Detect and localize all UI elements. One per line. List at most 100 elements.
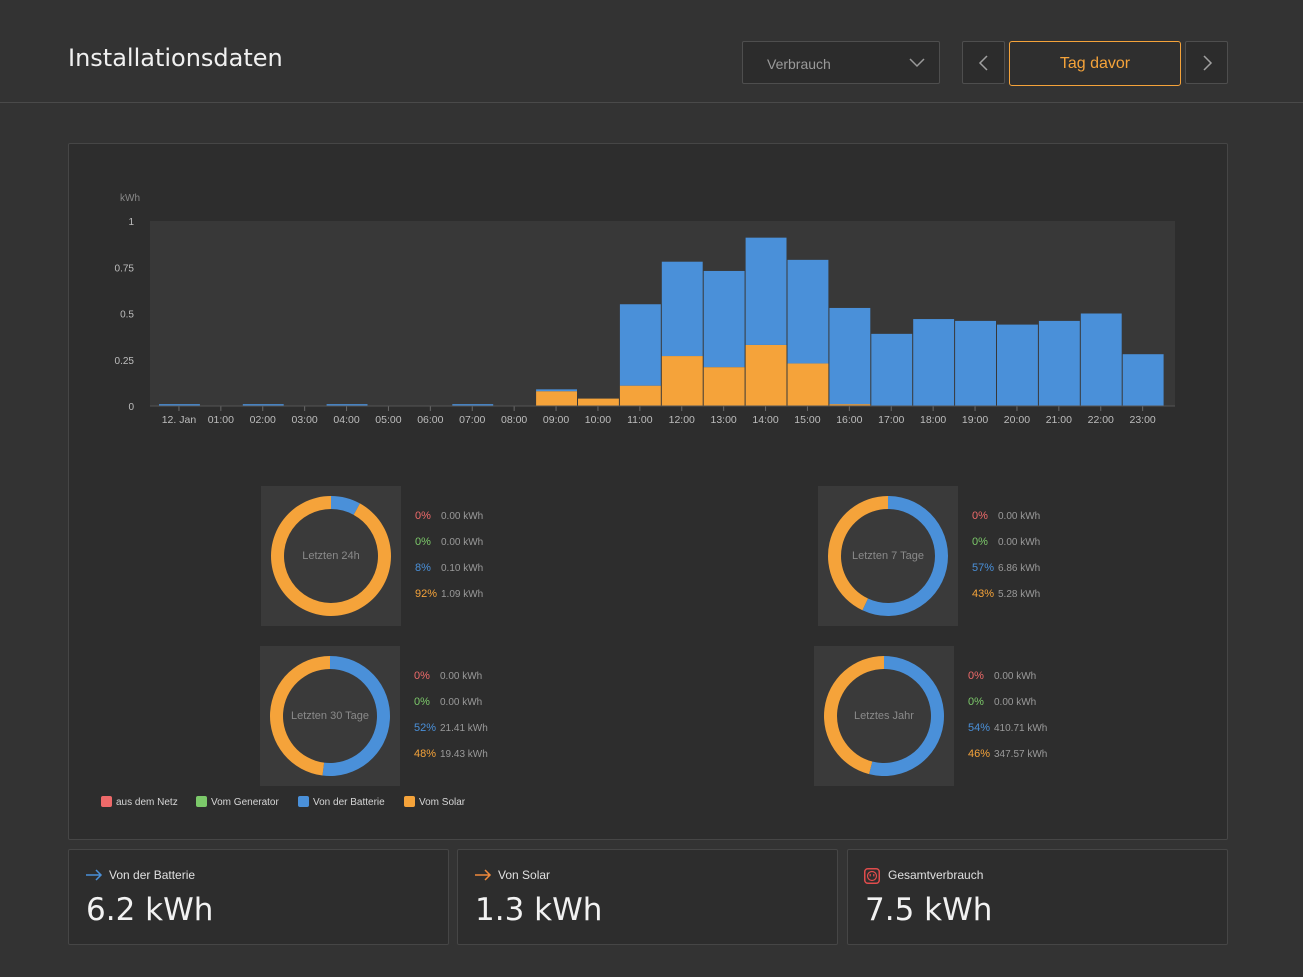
legend-item-battery[interactable]: Von der Batterie [298,796,385,808]
donut-segment-solar [828,496,888,611]
x-tick-label: 12:00 [669,414,695,426]
x-tick-label: 22:00 [1088,414,1114,426]
donut-box-7d: Letzten 7 Tage [818,486,958,626]
stat-row: 52% 21.41 kWh [414,722,488,736]
donut-label: Letzten 7 Tage [852,550,924,562]
stat-percent: 8% [415,562,431,574]
stat-row: 48% 19.43 kWh [414,748,488,762]
dropdown-selected-value: Verbrauch [767,56,831,72]
stat-percent: 57% [972,562,995,574]
donut-label: Letztes Jahr [854,710,914,722]
x-tick-label: 16:00 [836,414,862,426]
day-before-button[interactable]: Tag davor [1009,41,1181,86]
bar-segment [703,367,745,406]
card-from-battery: Von der Batterie 6.2 kWh [68,849,449,945]
stat-percent: 0% [968,696,984,708]
bar-segment [1080,313,1122,406]
donut-box-24h: Letzten 24h [261,486,401,626]
y-tick-label: 0.5 [120,310,134,321]
bar-segment [159,404,200,406]
stat-percent: 0% [972,510,988,522]
bar-segment [536,389,577,392]
legend-label: Vom Solar [419,797,466,808]
power-outlet-icon [864,868,880,889]
stat-percent: 48% [414,748,437,760]
consumption-bar-chart: kWh 0 0.25 0.5 0.75 1 12. Jan 01:00 02:00 03:00 04… [115,193,1175,426]
card-label: Gesamtverbrauch [888,868,984,882]
stat-value: 0.00 kWh [994,697,1037,708]
stat-percent: 0% [414,670,430,682]
stat-value: 347.57 kWh [994,749,1048,760]
bar-segment [913,319,955,406]
donut-segment-battery [331,496,360,515]
x-tick-label: 02:00 [250,414,276,426]
bar-segment [745,237,787,345]
x-tick-label: 12. Jan [162,414,197,426]
stat-row: 46% 347.57 kWh [968,748,1047,762]
legend-item-generator[interactable]: Vom Generator [196,796,279,808]
x-tick-label: 23:00 [1130,414,1156,426]
donut-label: Letzten 24h [302,550,360,562]
chart-panel: kWh 0 0.25 0.5 0.75 1 12. Jan 01:00 02:00 03:00 04… [68,143,1228,840]
bar-segment [578,398,619,406]
x-tick-label: 04:00 [333,414,359,426]
legend-label: aus dem Netz [116,797,178,808]
x-tick-label: 09:00 [543,414,569,426]
x-tick-label: 05:00 [375,414,401,426]
y-tick-label: 0 [128,402,134,413]
stat-percent: 0% [415,510,431,522]
stat-value: 0.10 kWh [441,563,484,574]
stat-row: 0% 0.00 kWh [415,536,483,550]
donut-segment-solar [824,656,884,775]
x-tick-label: 17:00 [878,414,904,426]
stat-percent: 0% [968,670,984,682]
stat-percent: 43% [972,588,995,600]
page-header: Installationsdaten Verbrauch Tag davor [0,0,1303,103]
donut-chart-30d [269,656,390,776]
x-tick-label: 21:00 [1046,414,1072,426]
card-value: 6.2 kWh [86,892,214,928]
donut-box-year: Letztes Jahr [814,646,954,786]
legend-item-solar[interactable]: Vom Solar [404,796,465,808]
stat-value: 5.28 kWh [998,589,1041,600]
previous-button[interactable] [962,41,1005,84]
stat-row: 54% 410.71 kWh [968,722,1047,736]
legend-swatch [196,796,207,807]
bar-segment [829,307,871,405]
next-button[interactable] [1185,41,1228,84]
x-tick-label: 11:00 [627,414,653,426]
bar-segment [703,270,745,368]
page-title: Installationsdaten [68,44,283,72]
card-total-consumption: Gesamtverbrauch 7.5 kWh [847,849,1228,945]
stat-row: 0% 0.00 kWh [972,536,1040,550]
stat-percent: 0% [972,536,988,548]
stat-value: 0.00 kWh [994,671,1037,682]
stat-row: 0% 0.00 kWh [968,670,1036,684]
stat-percent: 92% [415,588,438,600]
x-tick-label: 14:00 [752,414,778,426]
bar-segment [745,344,787,406]
data-type-dropdown[interactable]: Verbrauch [742,41,940,84]
donut-segment-battery [322,656,390,776]
legend-label: Von der Batterie [313,797,385,808]
legend-item-grid[interactable]: aus dem Netz [101,796,178,808]
stat-percent: 52% [414,722,437,734]
stat-value: 6.86 kWh [998,563,1041,574]
y-axis-unit: kWh [120,193,140,204]
arrow-right-icon [474,868,492,886]
stat-row: 8% 0.10 kWh [415,562,483,576]
arrow-right-icon [85,868,103,886]
bar-segment [452,404,494,406]
bar-segment [997,324,1038,406]
x-tick-label: 07:00 [459,414,485,426]
donut-box-30d: Letzten 30 Tage [260,646,400,786]
donut-segment-battery [869,656,944,776]
donut-chart-year [824,656,944,776]
x-tick-label: 10:00 [585,414,611,426]
card-value: 1.3 kWh [475,892,603,928]
stat-value: 21.41 kWh [440,723,488,734]
bar-segment [661,356,703,406]
card-value: 7.5 kWh [865,892,993,928]
x-tick-label: 19:00 [962,414,988,426]
x-tick-label: 20:00 [1004,414,1030,426]
